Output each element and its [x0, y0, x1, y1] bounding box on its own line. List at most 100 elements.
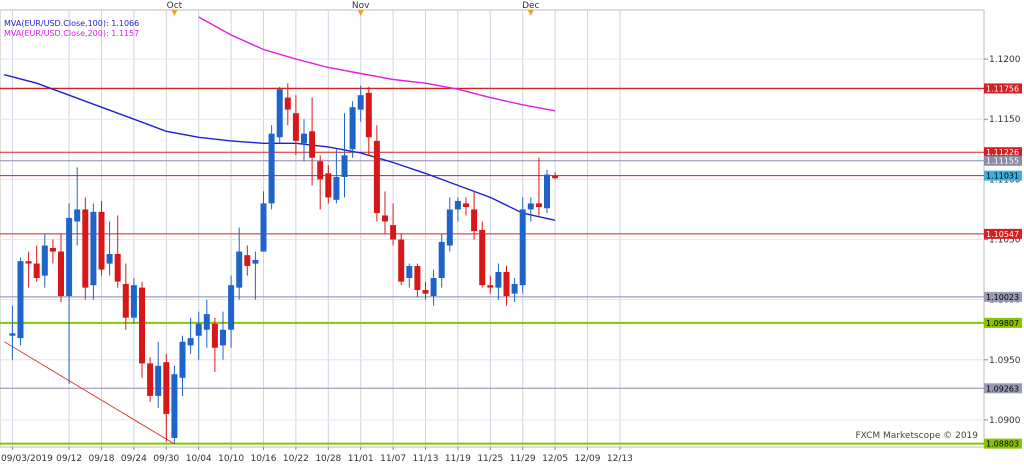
price-badge: [984, 155, 1022, 166]
x-tick-label: 09/03/2019: [1, 454, 53, 464]
candle-body: [446, 209, 453, 246]
candle-body: [471, 209, 478, 232]
candle-body: [25, 261, 32, 264]
candle-body: [260, 203, 267, 252]
candle-body: [406, 265, 413, 279]
price-badge: [984, 83, 1022, 94]
candle-body: [74, 209, 81, 222]
price-badge-label: 1.11155: [986, 157, 1019, 166]
price-badge: [984, 170, 1022, 181]
candle-body: [90, 211, 97, 286]
candle-body: [390, 225, 397, 240]
candle-body: [333, 176, 340, 200]
month-label: Dec: [522, 1, 539, 11]
price-badge-label: 1.10023: [986, 293, 1019, 302]
candle-body: [98, 211, 105, 270]
y-tick-label: 1.1050: [989, 236, 1021, 246]
x-tick-label: 11/19: [445, 454, 471, 464]
price-badge-label: 1.11756: [986, 84, 1019, 93]
price-badge: [984, 147, 1022, 158]
candle-body: [349, 107, 356, 150]
candle-body: [519, 209, 526, 286]
x-tick-label: 09/30: [153, 454, 179, 464]
candle-body: [373, 140, 380, 214]
moving-averages: [4, 16, 556, 221]
legend-mva200: MVA(EUR/USD.Close,200): 1.1157: [4, 29, 139, 38]
month-marker-icon: [357, 10, 364, 16]
x-tick-label: 10/10: [218, 454, 244, 464]
x-tick-label: 10/04: [186, 454, 212, 464]
trendline-layer: [4, 341, 175, 445]
candle-body: [228, 285, 235, 330]
x-tick-label: 12/05: [542, 454, 568, 464]
candle-body: [495, 271, 502, 288]
month-label: Nov: [352, 1, 370, 11]
x-tick-label: 12/13: [607, 454, 633, 464]
trendline: [4, 341, 175, 445]
price-badge-label: 1.11226: [986, 148, 1019, 157]
candle-body: [301, 133, 307, 144]
candle-body: [309, 131, 316, 158]
price-badge: [984, 291, 1022, 302]
candle-body: [187, 338, 194, 346]
x-tick-label: 11/01: [348, 454, 374, 464]
price-badge: [984, 317, 1022, 328]
candle-body: [438, 241, 445, 279]
candle-body: [58, 251, 64, 297]
x-tick-label: 10/28: [315, 454, 341, 464]
candle-body: [106, 253, 113, 264]
y-tick-label: 1.0950: [989, 356, 1021, 366]
candle-body: [41, 245, 48, 276]
candle-body: [487, 285, 494, 288]
x-tick-label: 10/16: [251, 454, 277, 464]
x-tick-label: 11/07: [380, 454, 406, 464]
price-badge-label: 1.11031: [986, 172, 1019, 181]
price-badge: [984, 228, 1022, 239]
candle-body: [252, 259, 259, 264]
x-tick-label: 11/13: [413, 454, 439, 464]
candle-body: [454, 201, 461, 210]
candle-body: [49, 247, 56, 252]
candle-body: [357, 95, 364, 110]
candle-body: [463, 203, 469, 208]
grid: [0, 10, 984, 447]
x-tick-label: 09/12: [56, 454, 82, 464]
candle-body: [292, 113, 299, 141]
price-badge-label: 1.10547: [986, 230, 1019, 239]
y-tick-label: 1.0900: [989, 416, 1021, 426]
candle-body: [130, 285, 137, 318]
mva100-line: [4, 74, 556, 221]
candle-body: [544, 174, 550, 209]
candle-body: [17, 261, 24, 339]
candle-body: [414, 265, 421, 291]
candle-body: [503, 271, 510, 297]
horizontal-levels: [0, 87, 984, 445]
candle-body: [163, 362, 170, 414]
candle-body: [511, 284, 518, 294]
watermark: FXCM Marketscope © 2019: [855, 431, 978, 441]
candle-body: [82, 209, 89, 288]
y-axis: 1.09001.09501.10001.10501.11001.11501.12…: [984, 55, 1022, 449]
candle-body: [9, 333, 16, 336]
candle-body: [422, 290, 429, 294]
candle-body: [211, 323, 218, 348]
legend: MVA(EUR/USD.Close,100): 1.1066 MVA(EUR/U…: [4, 19, 139, 38]
candle-body: [317, 161, 324, 180]
price-badge: [984, 383, 1022, 394]
candle-body: [171, 374, 178, 438]
x-tick-label: 11/29: [510, 454, 536, 464]
candle-body: [139, 287, 145, 364]
candle-body: [284, 97, 291, 110]
candle-body: [244, 255, 251, 266]
month-label: Oct: [167, 1, 183, 11]
candle-body: [203, 314, 210, 330]
candle-body: [195, 323, 202, 336]
candle-body: [382, 215, 388, 222]
candle-body: [155, 365, 162, 396]
legend-mva100: MVA(EUR/USD.Close,100): 1.1066: [4, 19, 139, 28]
candle-body: [535, 203, 542, 208]
x-axis: 09/03/2019 09/12 09/18 09/24 09/30 10/04 10/10…: [1, 447, 633, 464]
month-marker-icon: [527, 10, 534, 16]
